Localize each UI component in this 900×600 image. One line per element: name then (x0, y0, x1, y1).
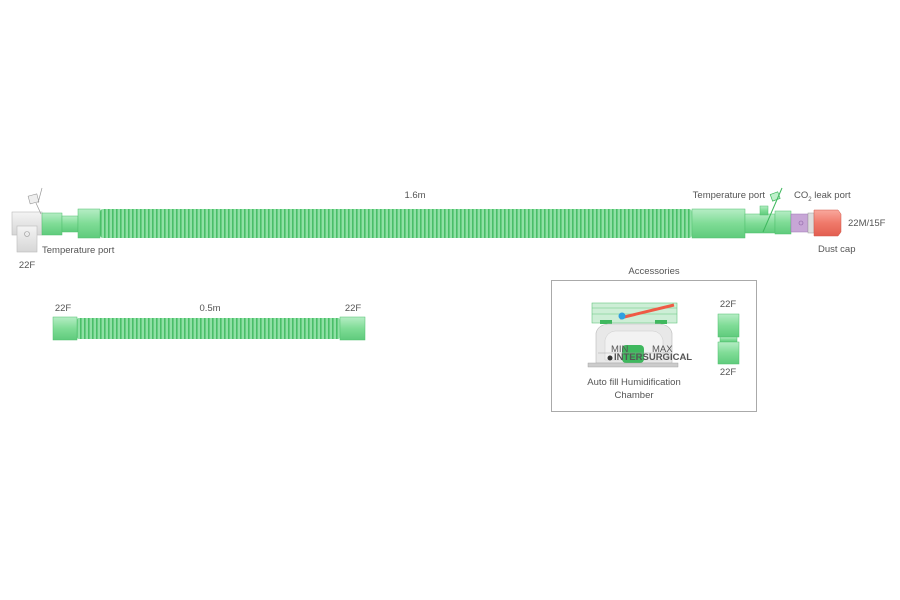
co2-leak-port-label: CO2 leak port (794, 190, 851, 203)
corrugated-tube-1-6m (100, 209, 692, 238)
feed-line (619, 303, 675, 320)
right-cuff (691, 208, 746, 239)
chamber-brand: INTERSURGICAL (614, 352, 692, 363)
chamber-min-label: MIN (611, 344, 629, 355)
right-temperature-port-label: Temperature port (693, 190, 766, 201)
main-length-label: 1.6m (404, 190, 425, 201)
dust-cap (813, 209, 842, 237)
chamber-label-line2: Chamber (614, 390, 653, 401)
accessory-connector-bottom-label: 22F (720, 367, 737, 378)
extension-length-label: 0.5m (199, 303, 220, 314)
accessory-connector-top-label: 22F (720, 299, 737, 310)
left-connector-label: 22F (19, 260, 36, 271)
chamber-max-label: MAX (652, 344, 673, 355)
extension-right-label: 22F (345, 303, 362, 314)
left-temperature-port-label: Temperature port (42, 245, 115, 256)
humidification-chamber: MIN MAX INTERSURGICAL (587, 302, 692, 368)
right-connector-label: 22M/15F (848, 218, 886, 229)
left-temperature-port-icon (27, 187, 43, 215)
dust-cap-label: Dust cap (818, 244, 856, 255)
brand-logo-icon (607, 355, 613, 361)
extension-left-label: 22F (55, 303, 72, 314)
main-circuit (11, 187, 842, 253)
co2-leak-port (790, 213, 809, 233)
right-temperature-port-icon (762, 187, 783, 233)
extension-tube (52, 316, 366, 341)
accessories-title: Accessories (628, 266, 679, 277)
elbow-connector (11, 211, 43, 253)
left-cuff (41, 212, 63, 236)
chamber-label-line1: Auto fill Humidification (587, 377, 680, 388)
right-temperature-port (759, 205, 769, 216)
accessory-connector (717, 313, 740, 365)
valve-icon (618, 312, 626, 320)
